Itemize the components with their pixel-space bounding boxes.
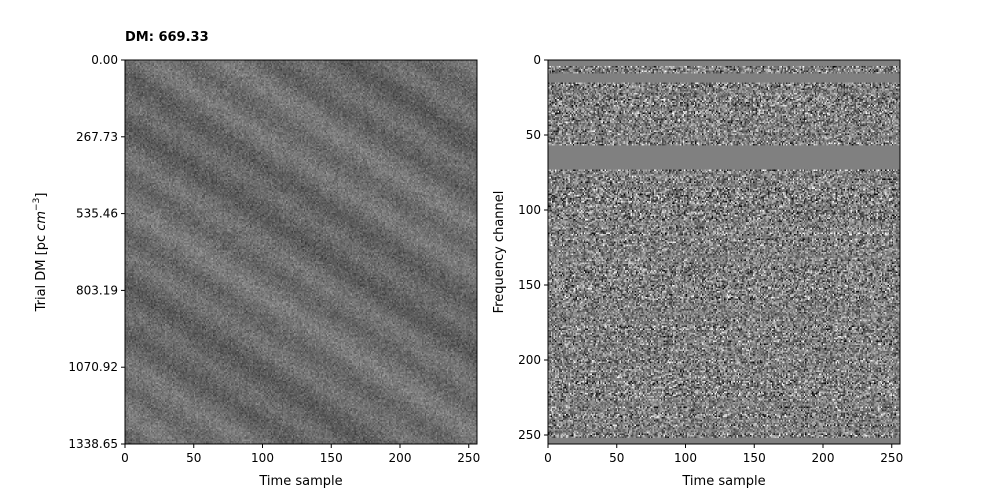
waterfall-y-label: Frequency channel	[492, 191, 507, 314]
waterfall-panel: 0 50 100 150 200 250 0 50 100 150 200 250 Time sam…	[492, 53, 903, 489]
dm-time-frame	[124, 59, 478, 445]
y-tick-label: 200	[518, 353, 541, 367]
waterfall-image	[548, 60, 900, 444]
x-tick-label: 250	[880, 451, 903, 465]
y-tick-label: 50	[526, 128, 541, 142]
y-tick-label: 0	[533, 53, 541, 67]
y-tick-label: 150	[518, 278, 541, 292]
waterfall-x-label: Time sample	[681, 474, 765, 489]
dm-time-y-ticks: 0.00 267.73 535.46 803.19 1070.92 1338.65	[68, 53, 125, 451]
waterfall-x-ticks: 0 50 100 150 200 250	[544, 444, 903, 465]
dm-time-x-ticks: 0 50 100 150 200 250	[121, 444, 480, 465]
dm-time-image	[125, 60, 477, 444]
y-tick-label: 1070.92	[68, 360, 118, 374]
x-tick-label: 150	[320, 451, 343, 465]
x-tick-label: 150	[743, 451, 766, 465]
x-tick-label: 100	[251, 451, 274, 465]
chart-title: DM: 669.33	[125, 30, 209, 45]
waterfall-frame	[547, 59, 901, 445]
x-tick-label: 100	[674, 451, 697, 465]
y-tick-label: 535.46	[76, 207, 118, 221]
dm-time-x-label: Time sample	[258, 474, 342, 489]
x-tick-label: 0	[544, 451, 552, 465]
x-tick-label: 200	[812, 451, 835, 465]
y-tick-label: 250	[518, 428, 541, 442]
dm-time-panel: 0 50 100 150 200 250 0.00 267.73 535.46 803.19 10…	[32, 53, 480, 489]
dm-time-y-label: Trial DM [pc cm−3]	[32, 193, 49, 313]
y-tick-label: 0.00	[91, 53, 118, 67]
x-tick-label: 0	[121, 451, 129, 465]
x-tick-label: 200	[389, 451, 412, 465]
waterfall-y-ticks: 0 50 100 150 200 250	[518, 53, 548, 442]
y-tick-label: 803.19	[76, 283, 118, 297]
y-tick-label: 1338.65	[68, 437, 118, 451]
y-tick-label: 100	[518, 203, 541, 217]
x-tick-label: 50	[609, 451, 624, 465]
x-tick-label: 250	[457, 451, 480, 465]
y-tick-label: 267.73	[76, 130, 118, 144]
x-tick-label: 50	[186, 451, 201, 465]
